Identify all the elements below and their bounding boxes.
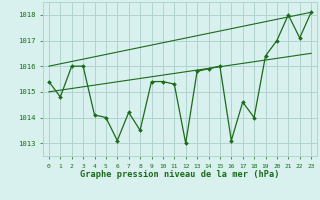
X-axis label: Graphe pression niveau de la mer (hPa): Graphe pression niveau de la mer (hPa) bbox=[80, 170, 280, 179]
